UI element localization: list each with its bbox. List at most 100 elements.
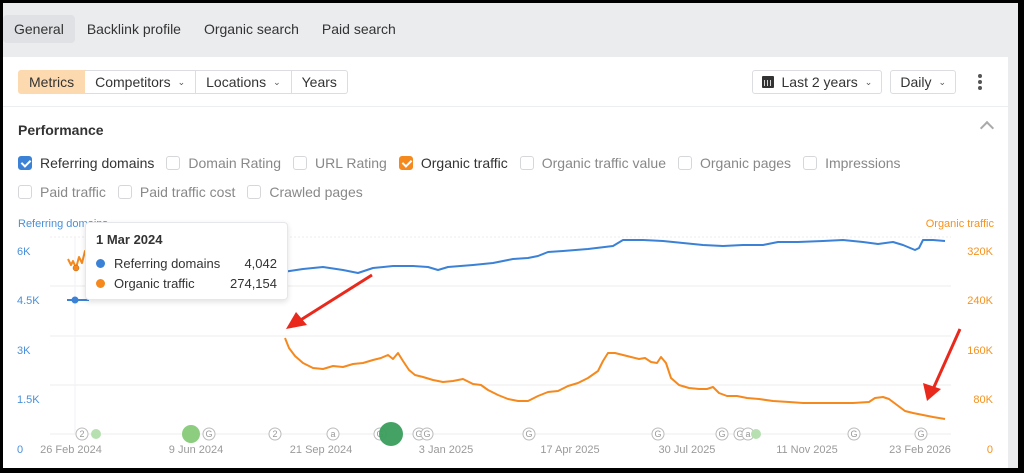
checkbox-domain-rating[interactable]: Domain Rating: [166, 153, 281, 173]
svg-text:G: G: [205, 429, 212, 439]
section-title: Performance: [18, 122, 104, 138]
tooltip-value: 274,154: [230, 275, 277, 291]
toolbar-divider: [3, 106, 1008, 107]
event-marker-google: G: [420, 427, 434, 441]
checkbox-unchecked-icon: [803, 156, 818, 170]
event-marker-a: a: [326, 427, 340, 441]
event-markers: 2 G 2 a G G G G G G G a G G: [75, 422, 928, 446]
chevron-down-icon: ⌄: [938, 76, 946, 87]
right-axis-tick: 0: [987, 444, 993, 456]
x-axis-tick: 11 Nov 2025: [776, 444, 838, 456]
right-axis-title: Organic traffic: [925, 218, 994, 230]
annotation-arrow-tooltip: [286, 273, 373, 329]
checkbox-crawled-pages[interactable]: Crawled pages: [247, 182, 363, 202]
x-axis-tick: 3 Jan 2025: [419, 444, 473, 456]
svg-text:a: a: [330, 429, 335, 439]
date-range-label: Last 2 years: [781, 74, 858, 90]
svg-text:G: G: [718, 429, 725, 439]
tab-organic-search[interactable]: Organic search: [203, 21, 299, 37]
years-button[interactable]: Years: [291, 70, 348, 94]
checkbox-unchecked-icon: [18, 185, 32, 199]
svg-text:G: G: [423, 429, 430, 439]
checkbox-label: Referring domains: [40, 155, 155, 171]
svg-text:G: G: [850, 429, 857, 439]
event-marker-google: G: [651, 427, 665, 441]
x-axis-tick: 17 Apr 2025: [540, 444, 599, 456]
right-axis-tick: 160K: [967, 345, 993, 357]
organic-traffic-line: [284, 337, 946, 420]
checkbox-label: Crawled pages: [269, 184, 363, 200]
checkbox-organic-pages[interactable]: Organic pages: [678, 153, 791, 173]
x-axis-ticks: 26 Feb 2024 9 Jun 2024 21 Sep 2024 3 Jan…: [40, 444, 951, 456]
granularity-dropdown[interactable]: Daily ⌄: [890, 70, 956, 94]
checkbox-unchecked-icon: [117, 185, 132, 199]
x-axis-tick: 26 Feb 2024: [40, 444, 102, 456]
checkbox-paid-traffic-cost[interactable]: Paid traffic cost: [117, 182, 235, 202]
event-marker-dot: [379, 422, 403, 446]
event-marker-dot: [91, 429, 101, 439]
referring-domains-line: [242, 239, 946, 278]
checkbox-organic-traffic[interactable]: Organic traffic: [398, 153, 508, 173]
app-window: General Backlink profile Organic search …: [3, 3, 1018, 468]
right-axis-tick: 240K: [967, 295, 993, 307]
top-tabs: General Backlink profile Organic search …: [3, 3, 408, 55]
svg-text:a: a: [745, 429, 750, 439]
metrics-label: Metrics: [29, 74, 75, 90]
x-axis-tick: 30 Jul 2025: [659, 444, 716, 456]
checkbox-referring-domains[interactable]: Referring domains: [18, 153, 154, 173]
svg-text:G: G: [917, 429, 924, 439]
view-toolbar: Metrics Competitors ⌄ Locations ⌄ Years: [18, 70, 348, 94]
checkbox-label: URL Rating: [315, 155, 387, 171]
right-axis-tick: 80K: [973, 394, 993, 406]
left-axis-tick: 3K: [17, 345, 31, 357]
tooltip-label: Referring domains: [114, 255, 221, 271]
checkbox-impressions[interactable]: Impressions: [803, 153, 901, 173]
calendar-icon: [761, 76, 774, 88]
competitors-dropdown[interactable]: Competitors ⌄: [85, 70, 197, 94]
legend-dot-icon: [96, 278, 105, 288]
organic-traffic-hover-point: [72, 264, 80, 272]
x-axis-tick: 9 Jun 2024: [169, 444, 223, 456]
right-axis-ticks: 320K 240K 160K 80K 0: [967, 246, 993, 456]
event-marker-dot: [182, 425, 200, 443]
locations-dropdown[interactable]: Locations ⌄: [196, 70, 292, 94]
checkbox-checked-icon: [18, 156, 32, 170]
chart-controls: Last 2 years ⌄ Daily ⌄: [751, 70, 1008, 94]
date-range-dropdown[interactable]: Last 2 years ⌄: [751, 70, 883, 94]
checkbox-paid-traffic[interactable]: Paid traffic: [18, 182, 106, 202]
tooltip-label: Organic traffic: [114, 275, 195, 291]
tooltip-row-organic-traffic: Organic traffic 274,154: [96, 273, 277, 293]
right-axis-tick: 320K: [967, 246, 993, 258]
left-axis-ticks: 6K 4.5K 3K 1.5K 0: [17, 246, 40, 456]
left-axis-tick: 6K: [17, 246, 31, 258]
metric-checkboxes: Referring domains Domain Rating URL Rati…: [18, 153, 993, 202]
tooltip-value: 4,042: [244, 255, 277, 271]
event-marker-google: G: [522, 427, 536, 441]
event-marker-google: G: [715, 427, 729, 441]
left-axis-tick: 1.5K: [17, 394, 40, 406]
event-marker-google: G: [202, 427, 216, 441]
left-axis-tick: 4.5K: [17, 295, 40, 307]
svg-text:2: 2: [79, 429, 84, 439]
checkbox-label: Impressions: [825, 155, 901, 171]
checkbox-label: Organic traffic: [420, 155, 508, 171]
granularity-label: Daily: [900, 74, 932, 90]
chevron-down-icon: ⌄: [273, 76, 281, 87]
scrollbar-track[interactable]: [1008, 57, 1018, 468]
chevron-down-icon: ⌄: [177, 76, 186, 87]
competitors-label: Competitors: [95, 74, 171, 90]
annotation-arrow-decline: [923, 328, 962, 401]
checkbox-organic-traffic-value[interactable]: Organic traffic value: [519, 153, 666, 173]
event-marker-dot: [751, 429, 761, 439]
metrics-button[interactable]: Metrics: [18, 70, 86, 94]
tab-backlink-profile[interactable]: Backlink profile: [86, 21, 181, 37]
tab-general[interactable]: General: [3, 15, 75, 43]
tab-paid-search[interactable]: Paid search: [321, 21, 396, 37]
more-options-icon[interactable]: [970, 70, 990, 94]
legend-dot-icon: [96, 258, 105, 268]
chevron-down-icon: ⌄: [864, 76, 873, 87]
event-marker-google: G: [847, 427, 861, 441]
checkbox-url-rating[interactable]: URL Rating: [293, 153, 387, 173]
checkbox-unchecked-icon: [519, 156, 534, 170]
x-axis-tick: 23 Feb 2026: [889, 444, 951, 456]
